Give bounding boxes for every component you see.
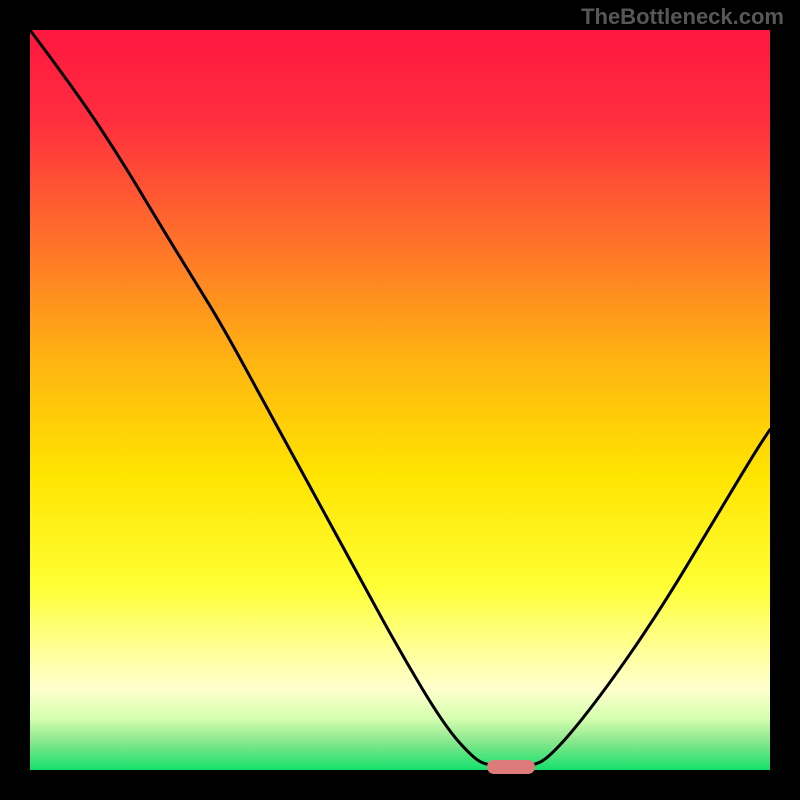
bottleneck-curve	[30, 30, 770, 770]
curve-path	[30, 30, 770, 767]
chart-plot-area	[30, 30, 770, 770]
watermark-text: TheBottleneck.com	[581, 4, 784, 30]
optimal-marker	[487, 760, 535, 774]
